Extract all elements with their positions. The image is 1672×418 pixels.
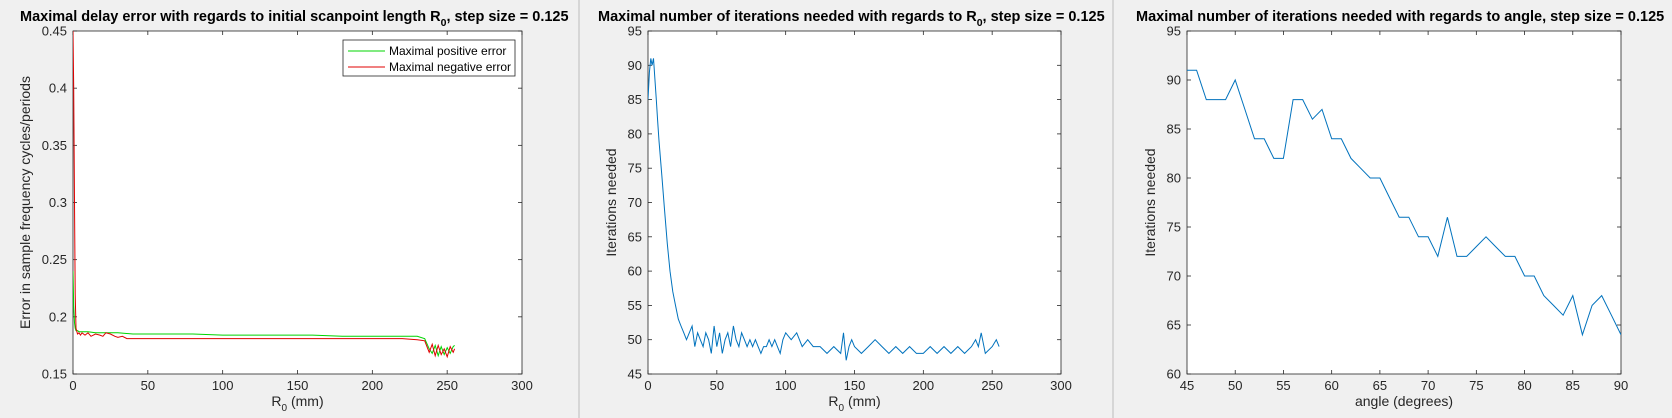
legend: Maximal positive error Maximal negative e… (342, 39, 516, 77)
x-tick-label: 50 (141, 378, 155, 393)
chart-title: Maximal number of iterations needed with… (598, 9, 1105, 29)
x-tick-label: 300 (1050, 378, 1072, 393)
y-tick-label: 80 (628, 126, 642, 141)
y-tick-label: 0.15 (42, 367, 67, 382)
chart-title-text: Maximal delay error with regards to init… (20, 9, 441, 25)
y-tick-label: 95 (1167, 24, 1181, 39)
x-axis-label-text: angle (degrees) (1355, 393, 1453, 409)
chart-svg: Maximal delay error with regards to init… (17, 9, 569, 414)
y-tick-label: 95 (628, 24, 642, 39)
y-tick-label: 80 (1167, 171, 1181, 186)
chart-title: Maximal delay error with regards to init… (20, 9, 569, 29)
x-tick-label: 250 (981, 378, 1003, 393)
y-tick-label: 0.35 (42, 138, 67, 153)
y-tick-label: 75 (628, 161, 642, 176)
x-axis-label-subscript: 0 (282, 403, 288, 414)
y-tick-label: 85 (628, 92, 642, 107)
y-tick-label: 85 (1167, 122, 1181, 137)
x-axis-label-text: R (271, 393, 281, 409)
chart-title: Maximal number of iterations needed with… (1136, 9, 1664, 25)
chart-svg: Maximal number of iterations needed with… (1136, 9, 1664, 409)
x-axis-label-suffix: (mm) (844, 393, 881, 409)
plot-area (1186, 30, 1622, 375)
y-tick-label: 65 (628, 229, 642, 244)
chart-title-subscript: 0 (977, 17, 983, 29)
x-tick-label: 85 (1566, 378, 1580, 393)
series-line-0 (73, 271, 455, 358)
y-tick-label: 0.4 (49, 81, 67, 96)
x-tick-label: 0 (69, 378, 76, 393)
chart-panel-delay-error: Maximal delay error with regards to init… (0, 0, 578, 418)
legend-box (342, 39, 516, 77)
y-tick-label: 70 (628, 195, 642, 210)
x-tick-label: 150 (287, 378, 309, 393)
y-tick-label: 0.45 (42, 24, 67, 39)
x-tick-label: 45 (1180, 378, 1194, 393)
x-tick-label: 80 (1517, 378, 1531, 393)
plot-area (647, 30, 1062, 375)
x-tick-label: 0 (644, 378, 651, 393)
chart-panel-iterations-r0: Maximal number of iterations needed with… (580, 0, 1112, 418)
series-line-0 (648, 58, 1000, 361)
x-tick-label: 50 (1228, 378, 1242, 393)
chart-title-text: Maximal number of iterations needed with… (598, 9, 977, 25)
plot-area (72, 30, 523, 375)
series-line-1 (73, 31, 456, 359)
y-tick-label: 75 (1167, 220, 1181, 235)
chart-title-subscript: 0 (441, 17, 447, 29)
y-tick-label: 90 (1167, 73, 1181, 88)
x-tick-label: 90 (1614, 378, 1628, 393)
chart-title-suffix: , step size = 0.125 (983, 9, 1105, 25)
x-tick-label: 55 (1276, 378, 1290, 393)
y-tick-label: 60 (628, 264, 642, 279)
x-tick-label: 70 (1421, 378, 1435, 393)
chart-svg: Maximal number of iterations needed with… (598, 9, 1105, 414)
chart-title-suffix: , step size = 0.125 (446, 9, 568, 25)
y-tick-label: 45 (628, 367, 642, 382)
y-tick-label: 50 (628, 332, 642, 347)
x-axis-label-subscript: 0 (839, 403, 845, 414)
x-axis-label: R0 (mm) (828, 393, 880, 414)
x-tick-label: 50 (710, 378, 724, 393)
x-tick-label: 65 (1373, 378, 1387, 393)
x-tick-label: 100 (212, 378, 234, 393)
y-axis-label: Iterations needed (1142, 148, 1158, 256)
panel-divider (1112, 0, 1114, 418)
panel-divider (578, 0, 580, 418)
x-axis-label-suffix: (mm) (287, 393, 324, 409)
y-tick-label: 0.2 (49, 309, 67, 324)
chart-title-text: Maximal number of iterations needed with… (1136, 9, 1664, 25)
y-tick-label: 0.25 (42, 252, 67, 267)
y-tick-label: 70 (1167, 269, 1181, 284)
x-tick-label: 60 (1324, 378, 1338, 393)
x-tick-label: 150 (844, 378, 866, 393)
y-tick-label: 0.3 (49, 195, 67, 210)
y-tick-label: 65 (1167, 318, 1181, 333)
legend-label: Maximal positive error (389, 44, 506, 58)
x-tick-label: 200 (912, 378, 934, 393)
y-axis-label: Error in sample frequency cycles/periods (17, 76, 33, 329)
x-axis-label-text: R (828, 393, 838, 409)
y-tick-label: 90 (628, 58, 642, 73)
y-tick-label: 55 (628, 298, 642, 313)
series-line-0 (1187, 69, 1621, 337)
x-tick-label: 200 (361, 378, 383, 393)
y-tick-label: 60 (1167, 367, 1181, 382)
x-tick-label: 300 (511, 378, 533, 393)
x-tick-label: 100 (775, 378, 797, 393)
x-axis-label: angle (degrees) (1355, 393, 1453, 409)
y-axis-label: Iterations needed (603, 148, 619, 256)
x-tick-label: 250 (436, 378, 458, 393)
x-axis-label: R0 (mm) (271, 393, 323, 414)
x-tick-label: 75 (1469, 378, 1483, 393)
chart-panel-iterations-angle: Maximal number of iterations needed with… (1114, 0, 1672, 418)
legend-label: Maximal negative error (389, 60, 511, 74)
